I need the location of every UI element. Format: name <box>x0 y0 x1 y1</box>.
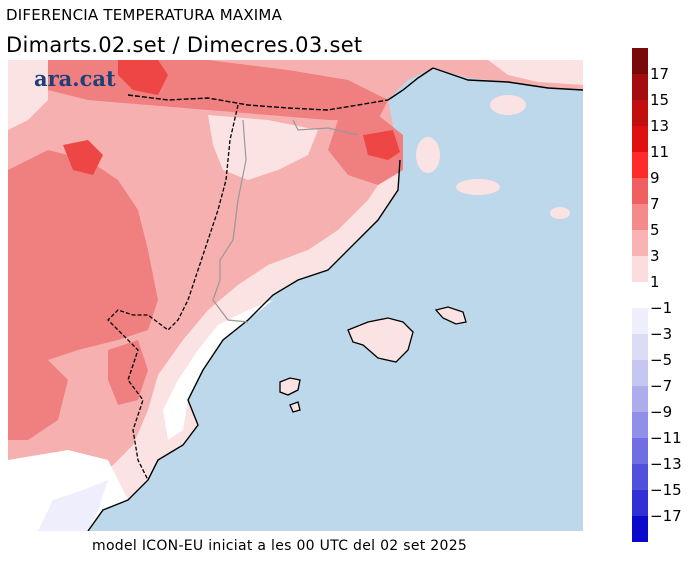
legend-swatch-positive <box>632 178 648 204</box>
legend-swatch-negative <box>632 490 648 516</box>
menorca-island <box>434 306 467 325</box>
sea-warm-patch <box>456 179 500 195</box>
formentera-island <box>289 401 301 413</box>
legend-swatch-positive <box>632 48 648 74</box>
legend-label-positive: 1 <box>650 273 660 291</box>
sea-warm-patch <box>416 137 440 173</box>
sea-warm-patch <box>490 95 526 115</box>
legend-label-positive: 13 <box>650 117 670 135</box>
legend-label-negative: −15 <box>650 481 682 499</box>
ara-cat-logo: ara.cat <box>34 66 116 91</box>
legend-label-positive: 7 <box>650 195 660 213</box>
coastal-light-band <box>48 160 400 531</box>
legend-swatch-negative <box>632 438 648 464</box>
legend-swatch-positive <box>632 230 648 256</box>
legend-swatch-negative <box>632 386 648 412</box>
legend-swatch-positive <box>632 74 648 100</box>
model-run-footer: model ICON-EU iniciat a les 00 UTC del 0… <box>92 538 468 554</box>
legend-label-positive: 11 <box>650 143 670 161</box>
legend-label-negative: −7 <box>650 377 673 395</box>
legend-label-negative: −3 <box>650 325 673 343</box>
light-interior-patch <box>208 115 318 180</box>
legend-label-negative: −11 <box>650 429 682 447</box>
legend-label-positive: 15 <box>650 91 670 109</box>
legend-label-positive: 9 <box>650 169 660 187</box>
coastline <box>87 67 434 531</box>
comarca-border <box>212 119 359 323</box>
hot-spot-west <box>63 140 103 175</box>
hot-spot-pyrenees-west <box>118 60 168 95</box>
legend-label-negative: −1 <box>650 299 673 317</box>
france-coast <box>432 67 583 91</box>
temperature-difference-map <box>8 60 583 531</box>
legend-swatch-negative <box>632 412 648 438</box>
legend-swatch-positive <box>632 126 648 152</box>
south-white-area <box>8 450 128 531</box>
legend-label-negative: −5 <box>650 351 673 369</box>
near-zero-area <box>163 300 273 440</box>
date-range-subtitle: Dimarts.02.set / Dimecres.03.set <box>6 33 363 57</box>
light-northeast-land <box>488 60 583 85</box>
legend-swatch-negative <box>632 334 648 360</box>
warm-zone-west-lower <box>8 360 68 440</box>
legend-label-positive: 17 <box>650 65 670 83</box>
hot-spot-girona <box>363 130 400 160</box>
cool-area <box>38 480 108 531</box>
legend-label-positive: 3 <box>650 247 660 265</box>
legend-swatch-positive <box>632 100 648 126</box>
light-northwest-patch <box>8 60 48 130</box>
france-border <box>127 94 389 111</box>
legend-label-negative: −13 <box>650 455 682 473</box>
chart-title: DIFERENCIA TEMPERATURA MAXIMA <box>6 6 283 24</box>
warm-zone-west <box>8 150 158 360</box>
ibiza-island <box>279 377 301 396</box>
legend-label-negative: −17 <box>650 507 682 525</box>
legend-swatch-positive <box>632 204 648 230</box>
warm-zone-ebro <box>108 340 148 405</box>
mallorca-island <box>347 317 414 363</box>
legend-label-negative: −9 <box>650 403 673 421</box>
legend-swatch-negative <box>632 360 648 386</box>
sea-warm-patch <box>550 207 570 219</box>
legend-label-positive: 5 <box>650 221 660 239</box>
legend-swatch-negative <box>632 464 648 490</box>
legend-swatch-positive <box>632 152 648 178</box>
legend-swatch-negative <box>632 516 648 542</box>
legend-swatch-positive <box>632 256 648 282</box>
legend-swatch-negative <box>632 308 648 334</box>
